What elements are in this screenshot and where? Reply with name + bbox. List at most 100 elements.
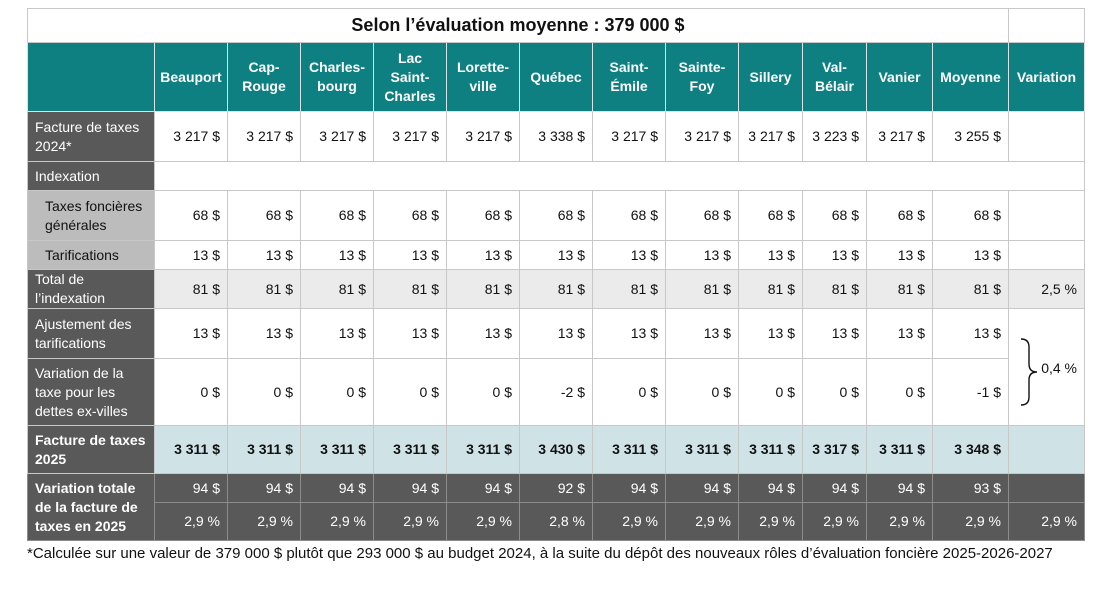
value-cell: 13 $	[802, 308, 867, 359]
column-header: Québec	[519, 42, 593, 112]
curly-brace-icon	[1020, 338, 1038, 406]
value-cell: 2,9 %	[446, 502, 520, 541]
value-cell: 81 $	[446, 269, 520, 309]
value-cell: 81 $	[519, 269, 593, 309]
column-header-label: Sainte- Foy	[678, 59, 726, 94]
value-cell: 68 $	[738, 190, 803, 241]
value-cell: 3 217 $	[665, 111, 739, 162]
value-cell: 13 $	[592, 308, 666, 359]
value-cell: 0 $	[446, 358, 520, 426]
value-cell: 13 $	[932, 308, 1009, 359]
header-corner	[27, 42, 155, 112]
value-cell: 94 $	[154, 473, 228, 503]
row-facture-2024: Facture de taxes 2024* 3 217 $ 3 217 $ 3…	[27, 111, 1085, 162]
value-cell: 2,9 %	[300, 502, 374, 541]
value-cell: 13 $	[519, 308, 593, 359]
row-variation-totale-percents: 2,9 % 2,9 % 2,9 % 2,9 % 2,9 % 2,8 % 2,9 …	[28, 502, 1085, 541]
value-cell: 13 $	[592, 240, 666, 270]
value-cell: 2,9 %	[802, 502, 867, 541]
value-cell: 94 $	[802, 473, 867, 503]
value-cell: 81 $	[592, 269, 666, 309]
value-cell: 3 311 $	[592, 425, 666, 474]
value-cell: 94 $	[373, 473, 447, 503]
column-header: Sainte- Foy	[665, 42, 739, 112]
value-cell: 13 $	[227, 240, 301, 270]
value-cell: 68 $	[300, 190, 374, 241]
footnote: *Calculée sur une valeur de 379 000 $ pl…	[27, 545, 1053, 562]
value-cell: 94 $	[592, 473, 666, 503]
column-header: Beauport	[154, 42, 228, 112]
value-cell: 3 317 $	[802, 425, 867, 474]
variation-cell	[1008, 111, 1085, 162]
value-cell: 81 $	[373, 269, 447, 309]
value-cell: 94 $	[866, 473, 933, 503]
column-header: Val- Bélair	[802, 42, 867, 112]
column-header: Cap- Rouge	[227, 42, 301, 112]
row-variation-dettes: Variation de la taxe pour les dettes ex-…	[27, 358, 1085, 426]
value-cell: 13 $	[227, 308, 301, 359]
variation-cell: 2,5 %	[1008, 269, 1085, 309]
value-cell: 2,9 %	[866, 502, 933, 541]
value-cell: 94 $	[446, 473, 520, 503]
value-cell: 0 $	[866, 358, 933, 426]
value-cell: 0 $	[227, 358, 301, 426]
value-cell: 0 $	[373, 358, 447, 426]
column-header-label: Lorette- ville	[456, 59, 510, 94]
value-cell: 13 $	[665, 240, 739, 270]
value-cell: 2,9 %	[592, 502, 666, 541]
row-label: Taxes foncières générales	[27, 190, 155, 241]
value-cell: -2 $	[519, 358, 593, 426]
value-cell: 3 348 $	[932, 425, 1009, 474]
value-cell: 13 $	[519, 240, 593, 270]
column-header: Vanier	[866, 42, 933, 112]
value-cell: 68 $	[154, 190, 228, 241]
row-indexation: Indexation	[27, 161, 1085, 191]
value-cell: 3 217 $	[446, 111, 520, 162]
row-tarifications: Tarifications 13 $ 13 $ 13 $ 13 $ 13 $ 1…	[27, 240, 1085, 270]
value-cell: 68 $	[592, 190, 666, 241]
variation-cell: 2,9 %	[1008, 502, 1085, 541]
column-header-label: Val- Bélair	[815, 59, 854, 94]
value-cell: 3 217 $	[592, 111, 666, 162]
value-cell: 13 $	[866, 308, 933, 359]
value-cell: 3 338 $	[519, 111, 593, 162]
brace-variation-cell: 0,4 %	[1008, 308, 1085, 426]
column-header-label: Charles- bourg	[308, 59, 366, 94]
value-cell: 81 $	[665, 269, 739, 309]
row-variation-totale-dollars: Variation totale de la facture de taxes …	[27, 473, 1085, 541]
value-cell: 13 $	[738, 240, 803, 270]
column-header-label: Beauport	[160, 68, 222, 85]
variation-cell	[1008, 190, 1085, 241]
value-cell: 13 $	[154, 240, 228, 270]
value-cell: 94 $	[227, 473, 301, 503]
value-cell: 13 $	[665, 308, 739, 359]
value-cell: 81 $	[738, 269, 803, 309]
brace-variation-value: 0,4 %	[1041, 360, 1077, 376]
column-header-label: Variation	[1016, 68, 1077, 85]
value-cell: 3 311 $	[446, 425, 520, 474]
row-label: Facture de taxes 2024*	[27, 111, 155, 162]
value-cell: 13 $	[866, 240, 933, 270]
value-cell: 81 $	[802, 269, 867, 309]
value-cell: 13 $	[154, 308, 228, 359]
column-header-label: Cap- Rouge	[242, 59, 286, 94]
header-row: Beauport Cap- Rouge Charles- bourg Lac S…	[27, 42, 1085, 112]
value-cell: 13 $	[300, 308, 374, 359]
column-header: Moyenne	[932, 42, 1009, 112]
value-cell: 68 $	[802, 190, 867, 241]
value-cell: 3 217 $	[373, 111, 447, 162]
row-ajustement: Ajustement des tarifications 13 $ 13 $ 1…	[27, 308, 1085, 426]
row-label: Indexation	[27, 161, 155, 191]
row-label: Tarifications	[27, 240, 155, 270]
value-cell: 2,9 %	[665, 502, 739, 541]
variation-cell	[1008, 240, 1085, 270]
value-cell: 0 $	[802, 358, 867, 426]
value-cell: 3 217 $	[300, 111, 374, 162]
value-cell: 3 311 $	[665, 425, 739, 474]
value-cell: 81 $	[932, 269, 1009, 309]
value-cell: 0 $	[665, 358, 739, 426]
value-cell: 13 $	[373, 240, 447, 270]
column-header-label: Sillery	[749, 68, 792, 85]
value-cell: 68 $	[373, 190, 447, 241]
value-cell: 81 $	[300, 269, 374, 309]
